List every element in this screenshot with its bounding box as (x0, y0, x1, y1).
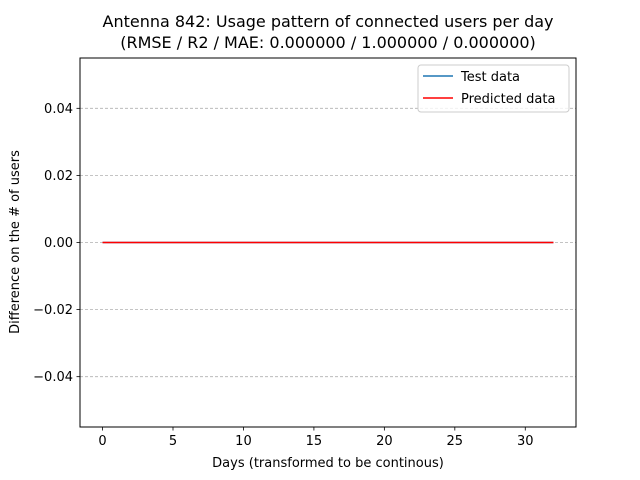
y-tick-label: −0.04 (33, 370, 73, 385)
x-axis-label: Days (transformed to be continous) (212, 456, 444, 471)
x-tick-label: 10 (235, 434, 252, 449)
y-tick-label: 0.04 (44, 102, 73, 117)
y-tick-label: −0.02 (33, 303, 73, 318)
chart-title-line2: (RMSE / R2 / MAE: 0.000000 / 1.000000 / … (120, 33, 536, 52)
x-tick-label: 15 (306, 434, 323, 449)
legend: Test data Predicted data (417, 64, 570, 113)
x-tick-label: 30 (517, 434, 534, 449)
legend-label-predicted-data: Predicted data (461, 92, 555, 107)
y-axis-ticks: 0.04 0.02 0.00 −0.02 −0.04 (33, 102, 80, 385)
x-tick-label: 5 (169, 434, 177, 449)
legend-label-test-data: Test data (460, 70, 520, 85)
x-tick-label: 0 (98, 434, 106, 449)
x-tick-label: 25 (447, 434, 464, 449)
chart-title-line1: Antenna 842: Usage pattern of connected … (103, 12, 554, 31)
y-tick-label: 0.02 (44, 169, 73, 184)
legend-box (417, 64, 570, 113)
y-tick-label: 0.00 (44, 236, 73, 251)
y-axis-label: Difference on the # of users (8, 150, 23, 334)
x-tick-label: 20 (376, 434, 393, 449)
x-axis-ticks: 0 5 10 15 20 25 30 (98, 427, 534, 449)
